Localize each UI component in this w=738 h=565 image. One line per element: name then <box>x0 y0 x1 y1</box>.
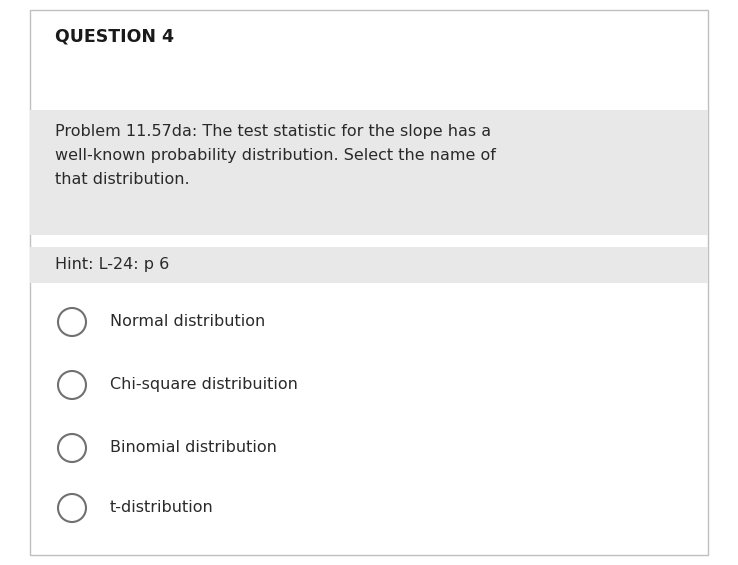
Text: Problem 11.57da: The test statistic for the slope has a
well-known probability d: Problem 11.57da: The test statistic for … <box>55 124 496 187</box>
Text: QUESTION 4: QUESTION 4 <box>55 28 174 46</box>
Text: Normal distribution: Normal distribution <box>110 315 265 329</box>
Bar <box>30 110 708 235</box>
Ellipse shape <box>58 308 86 336</box>
Bar <box>30 247 708 283</box>
Text: Binomial distribution: Binomial distribution <box>110 441 277 455</box>
Ellipse shape <box>58 434 86 462</box>
Ellipse shape <box>58 371 86 399</box>
Text: t-distribution: t-distribution <box>110 501 214 515</box>
Text: Hint: L-24: p 6: Hint: L-24: p 6 <box>55 258 169 272</box>
Ellipse shape <box>58 494 86 522</box>
Text: Chi-square distribuition: Chi-square distribuition <box>110 377 298 393</box>
